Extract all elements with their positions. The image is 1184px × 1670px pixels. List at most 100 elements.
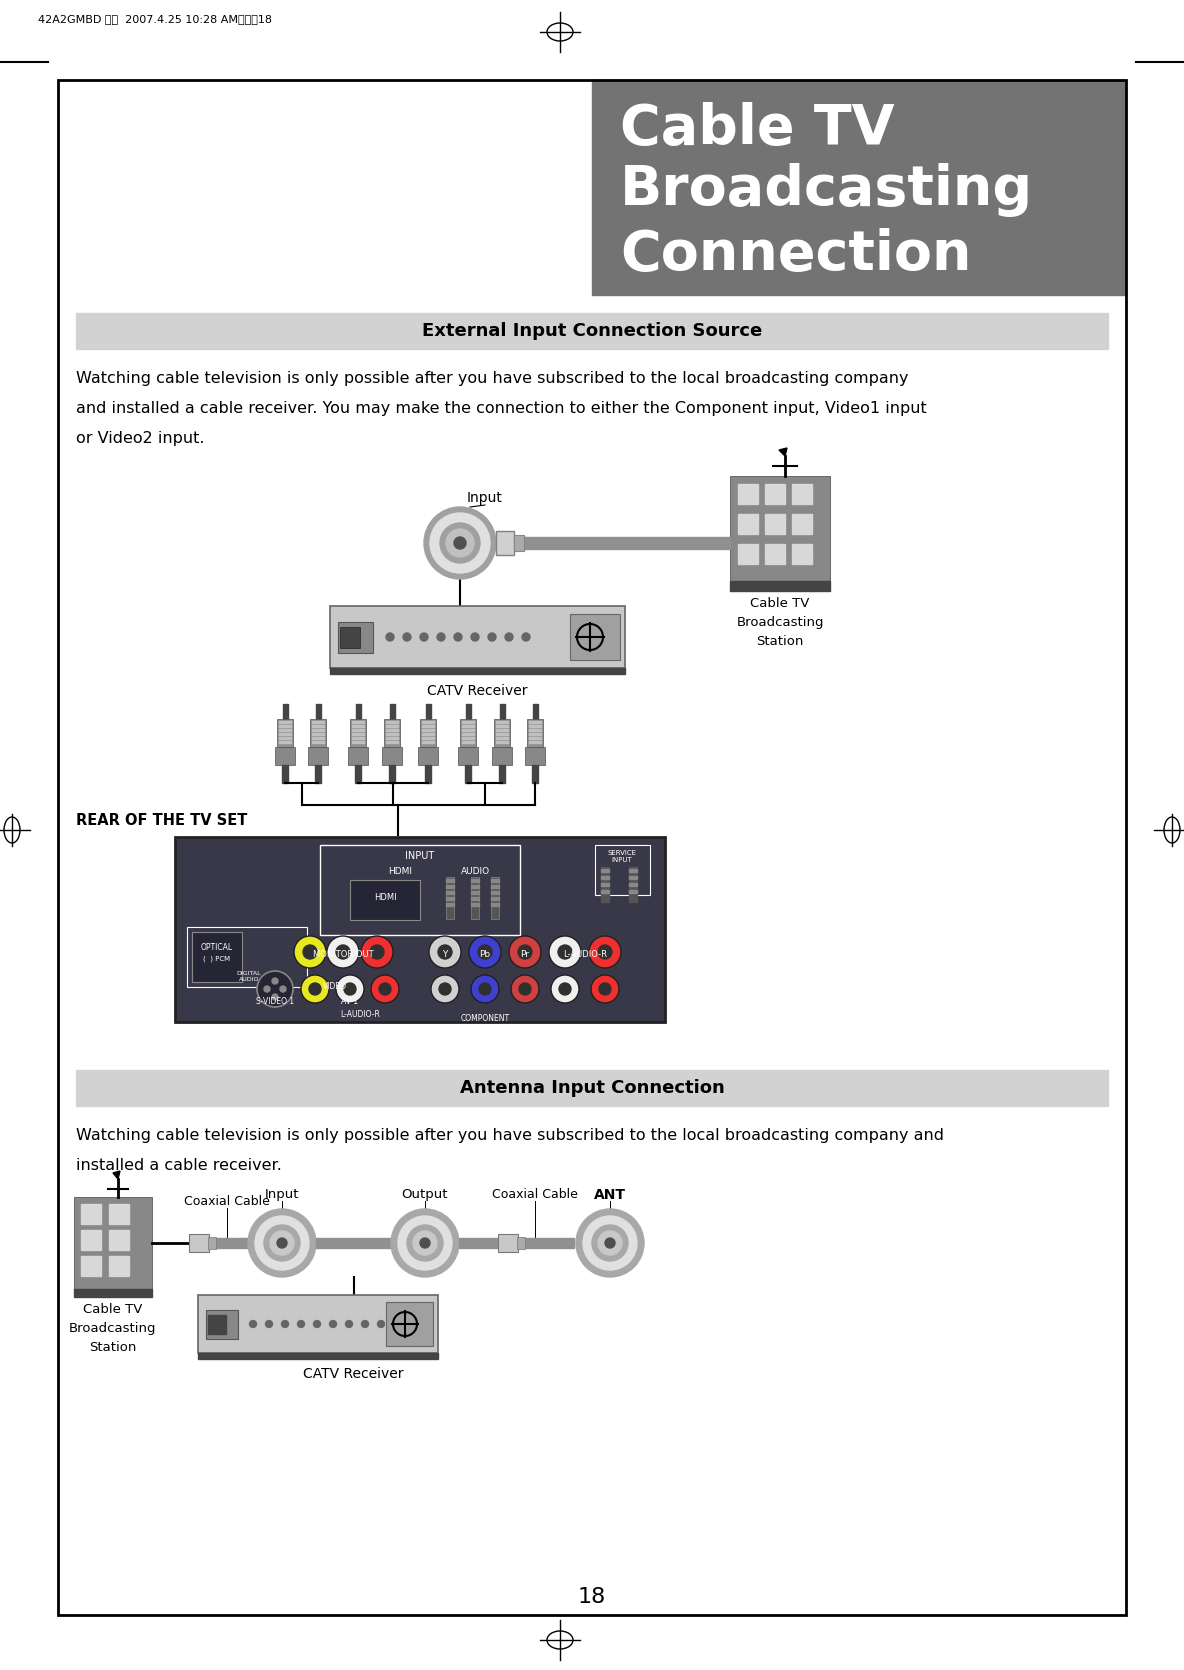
Bar <box>352 725 363 726</box>
Circle shape <box>471 975 498 1004</box>
Bar <box>471 892 480 893</box>
Circle shape <box>371 975 399 1004</box>
Bar <box>390 765 395 783</box>
Circle shape <box>270 1231 294 1254</box>
Text: Pb: Pb <box>480 950 490 959</box>
Bar <box>491 903 498 907</box>
Bar <box>471 903 480 907</box>
Circle shape <box>346 1321 353 1328</box>
Bar <box>279 721 291 723</box>
Bar <box>496 725 508 726</box>
Bar <box>315 705 321 720</box>
Bar <box>277 720 292 746</box>
Bar <box>446 877 453 918</box>
Bar <box>731 476 830 581</box>
Circle shape <box>551 975 579 1004</box>
Bar <box>471 897 480 900</box>
Bar <box>525 1237 574 1247</box>
Polygon shape <box>112 1171 120 1179</box>
Bar <box>496 730 508 731</box>
Bar <box>629 868 637 872</box>
Bar <box>498 765 506 783</box>
Bar <box>629 867 637 902</box>
Circle shape <box>469 935 501 969</box>
Circle shape <box>549 935 581 969</box>
Text: SERVICE
INPUT: SERVICE INPUT <box>607 850 637 863</box>
Circle shape <box>379 984 391 995</box>
Text: CATV Receiver: CATV Receiver <box>427 685 528 698</box>
Bar <box>527 720 543 746</box>
Bar <box>494 720 510 746</box>
Bar <box>350 720 366 746</box>
Bar <box>792 514 812 534</box>
Circle shape <box>471 633 480 641</box>
Bar <box>792 544 812 564</box>
Bar <box>529 736 541 740</box>
Bar <box>279 733 291 735</box>
Bar <box>76 1070 1108 1106</box>
Bar <box>279 736 291 740</box>
Bar <box>386 725 398 726</box>
Bar <box>446 885 453 888</box>
Bar <box>386 733 398 735</box>
Bar <box>529 730 541 731</box>
Bar <box>446 878 453 882</box>
Circle shape <box>511 975 539 1004</box>
Circle shape <box>264 985 270 992</box>
Text: Cable TV
Broadcasting
Station: Cable TV Broadcasting Station <box>69 1303 156 1354</box>
Circle shape <box>453 633 462 641</box>
Circle shape <box>509 935 541 969</box>
Bar <box>765 544 785 564</box>
Circle shape <box>430 513 490 573</box>
Bar <box>420 720 436 746</box>
Text: S-VIDEO 1: S-VIDEO 1 <box>256 997 294 1005</box>
Bar <box>275 746 295 765</box>
Bar <box>386 1303 433 1346</box>
Text: 18: 18 <box>578 1586 606 1607</box>
Circle shape <box>431 975 459 1004</box>
Bar <box>340 626 360 648</box>
Text: DIGITAL
AUDIO: DIGITAL AUDIO <box>237 972 262 982</box>
Bar <box>73 1289 152 1298</box>
Circle shape <box>413 1231 437 1254</box>
Text: Cable TV: Cable TV <box>620 102 895 155</box>
Bar <box>462 730 474 731</box>
Bar <box>330 668 625 675</box>
Bar <box>313 730 324 731</box>
Bar <box>418 746 438 765</box>
Bar <box>386 730 398 731</box>
Bar <box>491 877 498 918</box>
Circle shape <box>440 523 480 563</box>
Bar <box>422 736 435 740</box>
Bar <box>629 883 637 887</box>
Bar <box>765 484 785 504</box>
Circle shape <box>429 935 461 969</box>
Text: L-AUDIO-R: L-AUDIO-R <box>340 1010 380 1019</box>
Bar <box>498 1234 519 1252</box>
Bar <box>283 705 288 720</box>
Circle shape <box>437 633 445 641</box>
Circle shape <box>314 1321 321 1328</box>
Text: VIDEO: VIDEO <box>323 982 347 990</box>
Circle shape <box>264 1226 300 1261</box>
Bar <box>514 534 525 551</box>
Text: MONITOR OUT: MONITOR OUT <box>313 950 373 959</box>
Circle shape <box>255 1216 309 1269</box>
Circle shape <box>558 945 572 959</box>
Circle shape <box>336 945 350 959</box>
Circle shape <box>329 1321 336 1328</box>
Bar <box>491 885 498 888</box>
Bar <box>462 736 474 740</box>
Circle shape <box>522 633 530 641</box>
Bar <box>462 721 474 723</box>
Bar <box>496 741 508 743</box>
Text: HDMI: HDMI <box>374 893 397 902</box>
Circle shape <box>272 979 278 984</box>
Bar <box>462 741 474 743</box>
Bar <box>533 705 538 720</box>
Circle shape <box>303 945 317 959</box>
Bar <box>731 581 830 591</box>
Bar <box>765 514 785 534</box>
Bar <box>198 1294 438 1353</box>
Bar <box>313 721 324 723</box>
